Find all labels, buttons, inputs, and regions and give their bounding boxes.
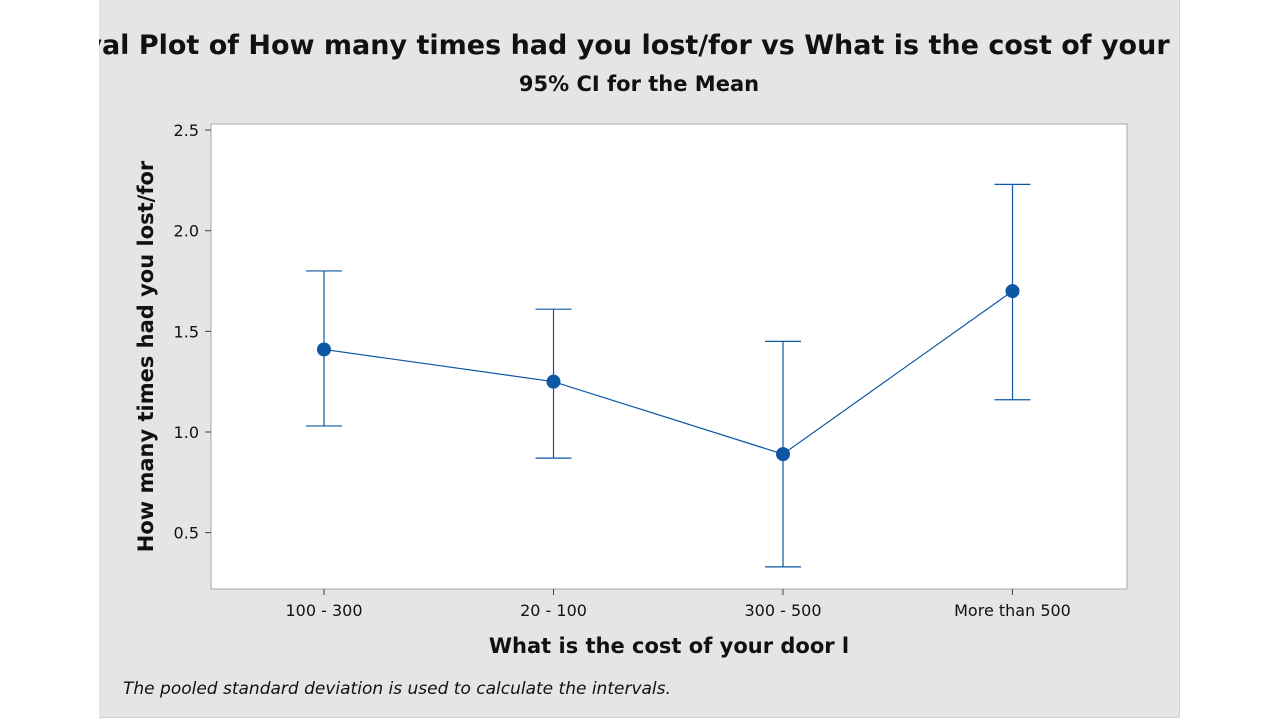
mean-point [776,447,790,462]
y-tick-label: 1.0 [174,423,199,442]
y-axis-title: How many times had you lost/for [134,160,158,552]
y-tick-label: 1.5 [174,322,199,341]
mean-point [1005,284,1020,299]
y-tick-label: 0.5 [174,524,199,543]
y-tick-label: 2.0 [174,222,199,241]
plot-area [210,123,1128,590]
x-axis-title: What is the cost of your door l [489,634,849,658]
chart-panel: Interval Plot of How many times had you … [99,0,1180,718]
x-tick-label: More than 500 [954,601,1071,620]
interval-plot: 0.5 1.0 1.5 2.0 2.5 100 - 300 20 - 100 300 - 50… [134,121,1128,658]
footnote: The pooled standard deviation is used to… [123,679,671,699]
x-tick-label: 100 - 300 [285,601,362,620]
mean-point [546,374,561,389]
mean-connect-line [323,290,1013,455]
chart-subtitle: 95% CI for the Mean [518,72,760,96]
x-tick-label: 20 - 100 [520,601,587,620]
y-tick-label: 2.5 [174,121,199,140]
chart-title: Interval Plot of How many times had you … [99,30,1179,61]
x-tick-label: 300 - 500 [744,601,821,620]
mean-point [317,342,331,357]
